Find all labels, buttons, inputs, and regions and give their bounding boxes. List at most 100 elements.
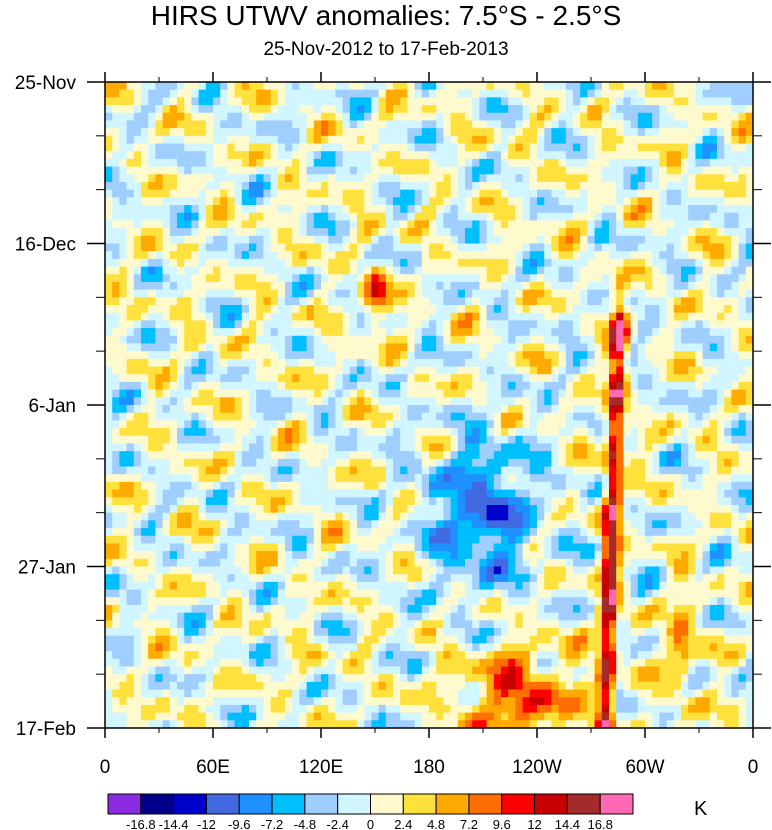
field-cell — [421, 497, 430, 506]
field-cell — [601, 305, 610, 314]
field-cell — [673, 181, 682, 191]
field-cell — [688, 435, 696, 445]
field-cell — [465, 412, 473, 421]
field-cell — [198, 474, 207, 483]
field-cell — [393, 443, 401, 452]
field-cell — [558, 481, 567, 491]
field-cell — [436, 212, 444, 222]
field-cell — [364, 435, 372, 445]
field-cell — [738, 274, 747, 283]
field-cell — [393, 458, 401, 468]
field-cell — [421, 504, 430, 514]
field-cell — [666, 82, 675, 91]
field-cell — [112, 397, 120, 406]
field-cell — [141, 504, 149, 514]
field-cell — [695, 243, 704, 252]
field-cell — [695, 82, 704, 91]
field-cell — [529, 451, 538, 460]
field-cell — [522, 228, 531, 237]
field-cell — [450, 374, 459, 383]
field-cell — [112, 328, 120, 337]
field-cell — [717, 320, 725, 329]
field-cell — [465, 312, 473, 322]
field-cell — [299, 458, 308, 468]
field-cell — [666, 89, 675, 98]
field-cell — [357, 351, 365, 360]
field-cell — [213, 435, 221, 445]
field-cell — [105, 481, 113, 491]
field-cell — [688, 120, 696, 129]
field-cell — [270, 174, 279, 183]
field-cell — [234, 466, 243, 475]
field-cell — [400, 297, 408, 306]
field-cell — [119, 220, 128, 229]
field-cell — [659, 128, 668, 137]
field-cell — [177, 151, 185, 160]
field-cell — [148, 197, 156, 206]
field-cell — [393, 112, 401, 122]
field-cell — [292, 258, 300, 268]
field-cell — [256, 266, 264, 275]
field-cell — [594, 351, 603, 360]
field-cell — [184, 389, 192, 398]
field-cell — [148, 481, 156, 491]
field-cell — [501, 166, 509, 175]
field-cell — [429, 405, 437, 414]
field-cell — [558, 412, 567, 421]
field-cell — [681, 112, 689, 122]
field-cell — [465, 435, 473, 445]
field-cell — [241, 297, 250, 306]
field-cell — [436, 328, 444, 337]
field-cell — [688, 297, 696, 306]
field-cell — [465, 451, 473, 460]
field-cell — [112, 197, 120, 206]
field-cell — [105, 181, 113, 191]
field-cell — [731, 89, 740, 98]
field-cell — [241, 289, 250, 298]
field-cell — [313, 266, 322, 275]
field-cell — [213, 381, 221, 391]
field-cell — [393, 197, 401, 206]
field-cell — [285, 220, 293, 229]
field-cell — [666, 281, 675, 291]
field-cell — [580, 381, 588, 391]
field-cell — [630, 251, 639, 260]
field-cell — [724, 281, 732, 291]
field-cell — [155, 112, 164, 122]
field-cell — [241, 504, 250, 514]
field-cell — [270, 251, 279, 260]
field-cell — [133, 251, 142, 260]
field-cell — [551, 281, 560, 291]
field-cell — [227, 228, 236, 237]
field-cell — [522, 489, 531, 498]
field-cell — [342, 366, 351, 375]
field-cell — [594, 481, 603, 491]
field-cell — [544, 220, 552, 229]
field-cell — [263, 251, 272, 260]
field-cell — [645, 258, 653, 268]
field-cell — [198, 412, 207, 421]
field-cell — [623, 251, 632, 260]
field-cell — [544, 258, 552, 268]
field-cell — [191, 112, 200, 122]
field-cell — [529, 97, 538, 106]
field-cell — [184, 328, 192, 337]
field-cell — [724, 381, 732, 391]
field-cell — [385, 451, 394, 460]
field-cell — [702, 266, 711, 275]
field-cell — [493, 128, 502, 137]
field-cell — [709, 197, 718, 206]
field-cell — [551, 135, 560, 145]
field-cell — [652, 97, 660, 106]
field-cell — [414, 189, 423, 198]
field-cell — [119, 112, 128, 122]
field-cell — [335, 281, 344, 291]
field-cell — [357, 166, 365, 175]
field-cell — [544, 381, 552, 391]
field-cell — [148, 82, 156, 91]
field-cell — [357, 320, 365, 329]
field-cell — [724, 312, 732, 322]
field-cell — [645, 235, 653, 245]
field-cell — [220, 343, 228, 352]
field-cell — [724, 358, 732, 368]
